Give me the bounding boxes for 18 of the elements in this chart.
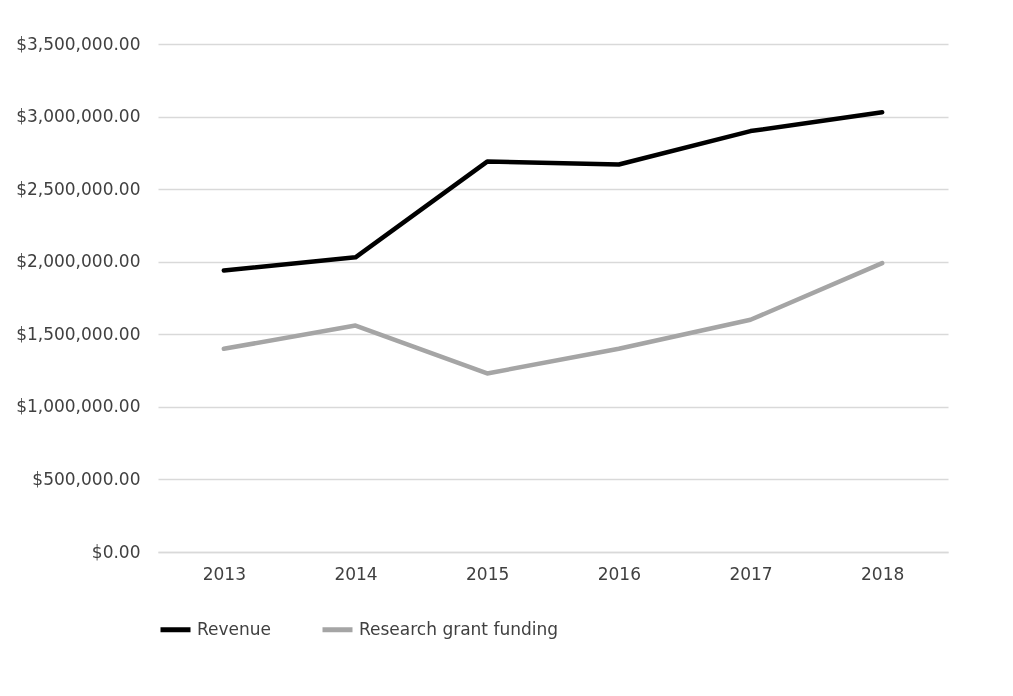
line-series — [221, 109, 885, 273]
x-tick-label: 2015 — [466, 563, 510, 584]
line-series — [221, 260, 885, 376]
x-tick-label: 2018 — [861, 563, 905, 584]
y-tick-label: $2,500,000.00 — [16, 178, 141, 199]
x-tick-label: 2017 — [729, 563, 773, 584]
y-tick-label: $1,500,000.00 — [16, 323, 141, 344]
legend-label: Research grant funding — [359, 618, 559, 639]
y-tick-label: $0.00 — [91, 541, 141, 562]
y-tick-label: $3,500,000.00 — [16, 33, 141, 54]
x-tick-label: 2016 — [597, 563, 641, 584]
x-tick-label: 2013 — [202, 563, 246, 584]
y-tick-label: $500,000.00 — [32, 468, 141, 489]
y-tick-label: $3,000,000.00 — [16, 106, 141, 127]
legend-label: Revenue — [197, 618, 272, 639]
x-tick-label: 2014 — [334, 563, 378, 584]
y-tick-label: $2,000,000.00 — [16, 251, 141, 272]
y-tick-label: $1,000,000.00 — [16, 396, 141, 417]
